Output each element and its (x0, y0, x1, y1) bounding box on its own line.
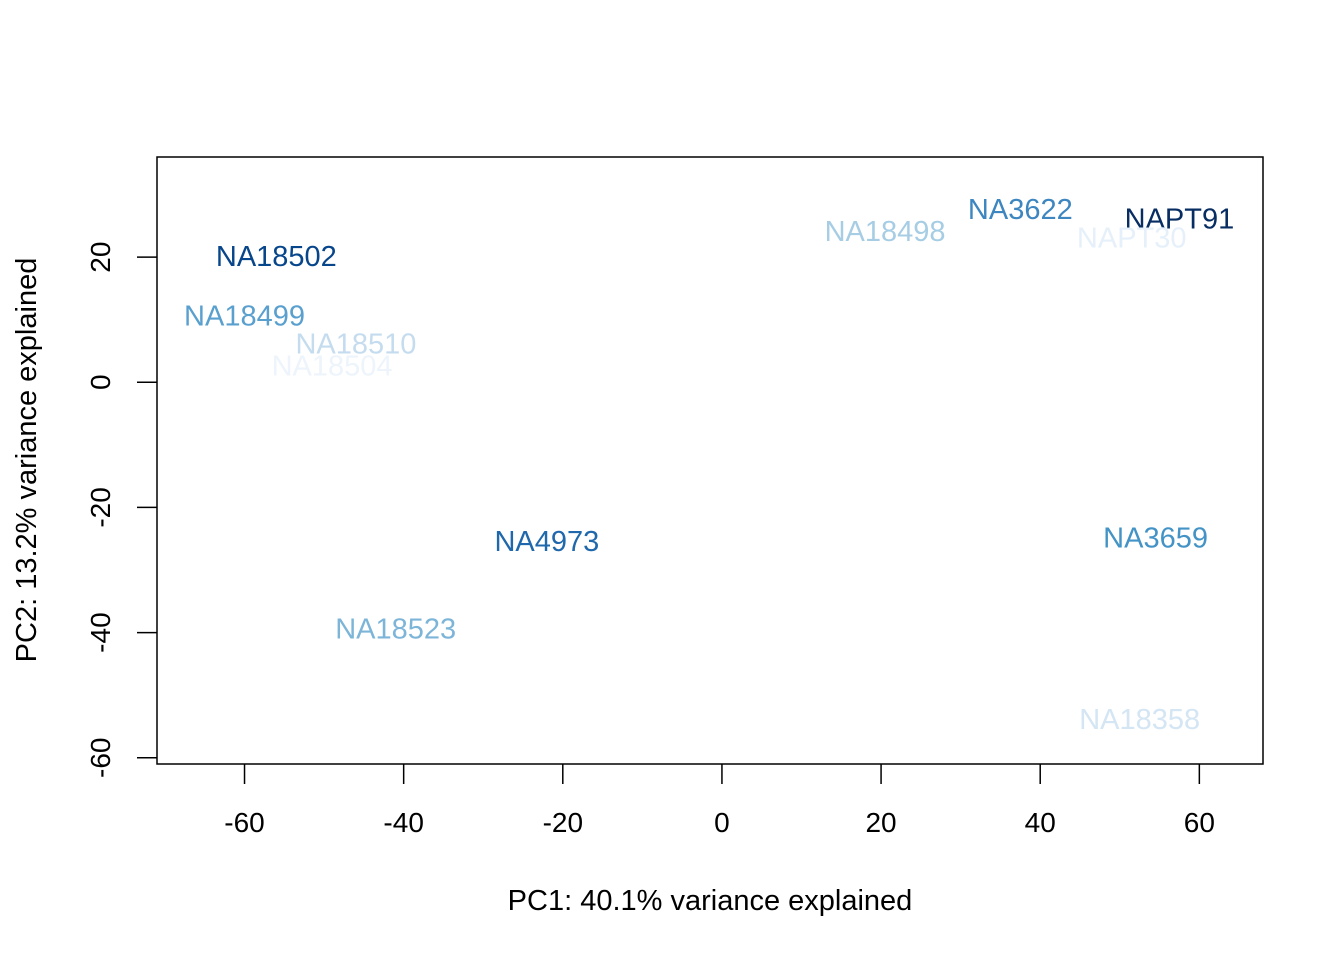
y-tick-label: 20 (85, 242, 116, 273)
x-tick-label: -60 (224, 807, 264, 838)
x-tick-label: 40 (1025, 807, 1056, 838)
point-label-na3659: NA3659 (1103, 523, 1208, 555)
y-tick-label: 0 (85, 374, 116, 390)
y-tick-label: -40 (85, 612, 116, 652)
plot-frame (156, 156, 1264, 765)
y-axis: -60 -40 -20 0 20 (85, 242, 157, 778)
point-label-na18504: NA18504 (272, 351, 393, 383)
y-axis-title: PC2: 13.2% variance explained (11, 258, 43, 663)
point-label-na18510: NA18510 (295, 329, 416, 361)
x-tick-label: -40 (383, 807, 423, 838)
x-tick-label: 60 (1184, 807, 1215, 838)
point-label-na4973: NA4973 (494, 526, 599, 558)
x-axis: -60 -40 -20 0 20 40 60 (224, 764, 1215, 838)
point-label-napt30: NAPT30 (1077, 222, 1187, 254)
x-axis-title: PC1: 40.1% variance explained (508, 885, 913, 917)
point-label-na18523: NA18523 (335, 613, 456, 645)
point-label-na3622: NA3622 (968, 194, 1073, 226)
y-tick-label: -20 (85, 487, 116, 527)
x-tick-label: -20 (543, 807, 583, 838)
x-tick-label: 20 (865, 807, 896, 838)
y-tick-label: -60 (85, 738, 116, 778)
point-label-na18358: NA18358 (1079, 704, 1200, 736)
x-tick-label: 0 (714, 807, 730, 838)
point-label-na18502: NA18502 (216, 241, 337, 273)
point-label-na18499: NA18499 (184, 301, 305, 333)
point-label-napt91: NAPT91 (1125, 204, 1235, 236)
point-label-na18498: NA18498 (825, 216, 946, 248)
